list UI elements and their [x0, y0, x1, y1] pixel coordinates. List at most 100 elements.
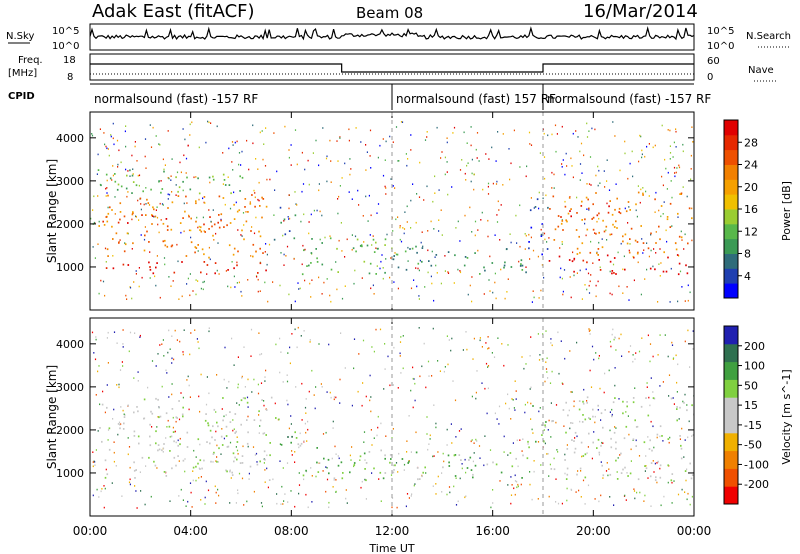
- echo-pixel: [222, 419, 224, 422]
- echo-noise-pixel: [296, 163, 298, 166]
- echo-noise-pixel: [403, 463, 406, 466]
- echo-pixel: [239, 175, 241, 178]
- echo-noise-pixel: [133, 377, 135, 379]
- echo-pixel: [265, 434, 267, 436]
- echo-noise-pixel: [119, 239, 121, 241]
- echo-noise-pixel: [569, 350, 571, 352]
- echo-pixel: [586, 401, 588, 404]
- echo-noise-pixel: [259, 353, 261, 356]
- echo-noise-pixel: [466, 164, 468, 167]
- echo-pixel: [692, 434, 694, 436]
- echo-noise-pixel: [124, 414, 126, 416]
- echo-noise-pixel: [235, 201, 237, 204]
- echo-noise-pixel: [556, 133, 558, 135]
- echo-noise-pixel: [111, 179, 113, 181]
- echo-noise-pixel: [288, 293, 290, 296]
- echo-noise-pixel: [178, 418, 181, 421]
- echo-noise-pixel: [122, 365, 124, 367]
- echo-noise-pixel: [626, 286, 628, 288]
- echo-noise-pixel: [362, 215, 364, 217]
- nsky-trace: [89, 26, 695, 41]
- echo-noise-pixel: [650, 420, 652, 423]
- echo-pixel: [554, 228, 557, 231]
- echo-noise-pixel: [446, 493, 448, 496]
- echo-noise-pixel: [471, 158, 473, 161]
- echo-noise-pixel: [497, 337, 499, 339]
- echo-noise-pixel: [598, 453, 600, 456]
- echo-noise-pixel: [416, 193, 418, 195]
- echo-pixel: [361, 245, 363, 248]
- echo-noise-pixel: [461, 467, 463, 470]
- echo-noise-pixel: [197, 341, 199, 343]
- echo-noise-pixel: [638, 160, 640, 163]
- echo-noise-pixel: [549, 463, 551, 466]
- echo-noise-pixel: [498, 405, 501, 408]
- echo-noise-pixel: [504, 297, 506, 300]
- echo-noise-pixel: [223, 437, 225, 440]
- echo-pixel: [585, 196, 588, 199]
- echo-noise-pixel: [593, 431, 595, 433]
- echo-noise-pixel: [92, 465, 94, 468]
- echo-noise-pixel: [117, 163, 119, 166]
- echo-noise-pixel: [156, 255, 158, 257]
- echo-pixel: [421, 260, 423, 263]
- echo-pixel: [598, 451, 601, 454]
- echo-pixel: [105, 267, 108, 269]
- echo-pixel: [609, 260, 612, 263]
- echo-noise-pixel: [538, 297, 540, 299]
- echo-noise-pixel: [517, 485, 519, 488]
- echo-noise-pixel: [406, 440, 408, 442]
- echo-noise-pixel: [301, 419, 303, 421]
- echo-noise-pixel: [302, 244, 304, 247]
- echo-noise-pixel: [470, 180, 472, 183]
- echo-noise-pixel: [377, 156, 379, 159]
- echo-noise-pixel: [659, 435, 661, 438]
- echo-noise-pixel: [448, 339, 450, 341]
- echo-noise-pixel: [171, 362, 173, 364]
- echo-noise-pixel: [613, 338, 615, 341]
- echo-noise-pixel: [250, 255, 252, 257]
- echo-noise-pixel: [667, 355, 669, 358]
- echo-noise-pixel: [562, 159, 564, 161]
- echo-pixel: [239, 462, 242, 464]
- echo-pixel: [182, 180, 184, 183]
- echo-noise-pixel: [530, 236, 532, 239]
- echo-noise-pixel: [594, 128, 596, 131]
- echo-noise-pixel: [229, 441, 232, 444]
- echo-noise-pixel: [668, 395, 670, 397]
- echo-noise-pixel: [384, 185, 386, 188]
- echo-pixel: [606, 254, 609, 257]
- echo-noise-pixel: [551, 187, 553, 189]
- echo-pixel: [667, 256, 669, 259]
- echo-noise-pixel: [659, 275, 661, 277]
- echo-noise-pixel: [111, 482, 113, 484]
- echo-pixel: [552, 195, 555, 198]
- echo-pixel: [566, 220, 568, 223]
- echo-pixel: [220, 435, 223, 438]
- echo-noise-pixel: [498, 423, 500, 425]
- echo-pixel: [158, 416, 160, 419]
- echo-noise-pixel: [298, 492, 300, 495]
- echo-noise-pixel: [102, 280, 105, 283]
- echo-pixel: [116, 188, 119, 191]
- echo-noise-pixel: [527, 401, 529, 404]
- echo-noise-pixel: [99, 403, 101, 406]
- echo-pixel: [671, 473, 674, 475]
- echo-noise-pixel: [471, 276, 473, 278]
- echo-noise-pixel: [668, 441, 670, 444]
- echo-pixel: [581, 200, 583, 203]
- echo-noise-pixel: [583, 388, 585, 391]
- echo-noise-pixel: [382, 138, 384, 140]
- echo-noise-pixel: [265, 369, 267, 372]
- echo-pixel: [120, 185, 123, 188]
- echo-noise-pixel: [274, 189, 276, 191]
- echo-noise-pixel: [206, 376, 208, 378]
- echo-pixel: [562, 229, 564, 231]
- echo-noise-pixel: [294, 328, 296, 331]
- echo-noise-pixel: [322, 127, 324, 129]
- echo-noise-pixel: [188, 229, 191, 232]
- echo-noise-pixel: [671, 481, 673, 484]
- echo-pixel: [197, 462, 199, 465]
- echo-pixel: [126, 174, 128, 177]
- echo-pixel: [333, 477, 336, 480]
